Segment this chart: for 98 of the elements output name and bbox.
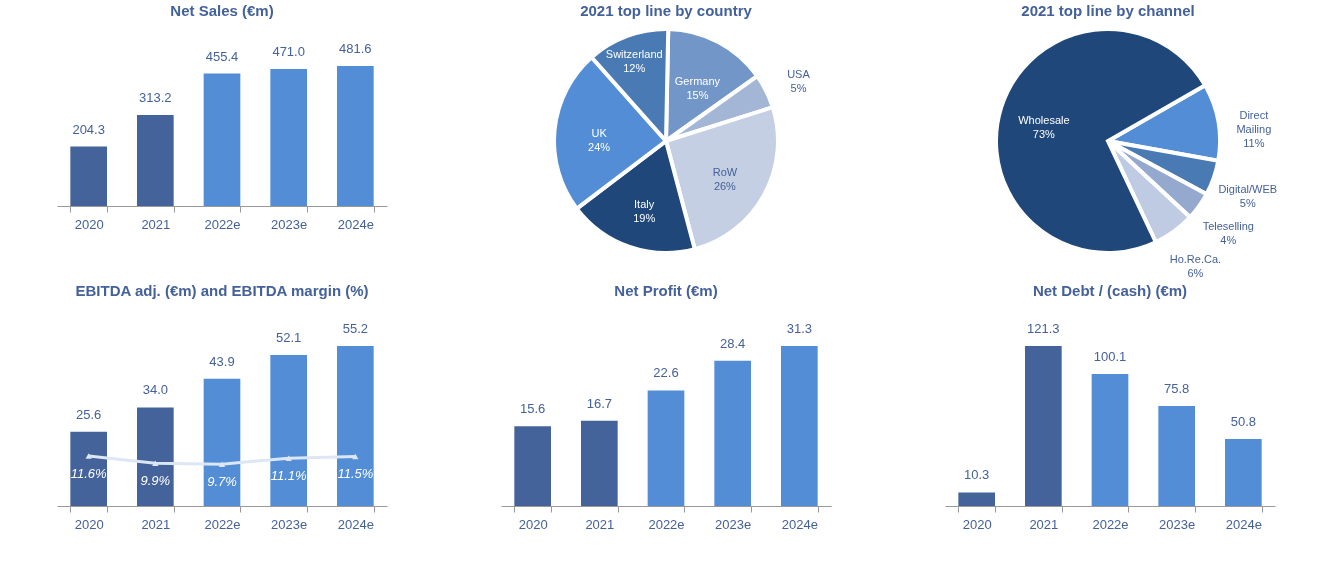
data-label: 16.7 <box>586 395 612 411</box>
x-tick-label: 2022e <box>1092 516 1129 532</box>
point <box>352 453 359 460</box>
data-label: 22.6 <box>653 365 679 381</box>
data-label: 204.3 <box>72 121 105 137</box>
bar <box>137 114 174 206</box>
slice-label: Germany <box>674 74 721 87</box>
data-label: 471.0 <box>272 44 305 60</box>
chart-title: Net Debt / (cash) (€m) <box>1032 282 1188 299</box>
data-label: 9.9% <box>140 473 171 489</box>
bar <box>70 431 107 506</box>
x-tick-label: 2022e <box>648 516 685 532</box>
chart-title: Net Profit (€m) <box>614 282 718 299</box>
data-label: 100.1 <box>1093 348 1127 364</box>
slice-label: USA <box>787 68 811 81</box>
data-label: 43.9 <box>209 353 235 369</box>
bar <box>270 354 307 506</box>
chart-title: 2021 top line by channel <box>1020 2 1195 19</box>
x-tick-label: 2022e <box>204 216 241 232</box>
data-label: 11.5% <box>337 466 374 482</box>
x-tick-label: 2021 <box>1029 516 1059 532</box>
bar <box>270 69 307 206</box>
x-tick-label: 2024e <box>781 516 818 532</box>
bar <box>337 66 374 206</box>
data-label: 5% <box>1239 196 1256 209</box>
data-label: 26% <box>713 180 737 193</box>
x-tick-label: 2020 <box>518 516 548 532</box>
bar <box>958 492 995 506</box>
bar <box>781 346 818 506</box>
bar <box>1158 406 1195 506</box>
x-tick-label: 2024e <box>337 216 374 232</box>
slice-label: Wholesale <box>1017 113 1070 126</box>
bar <box>1091 373 1129 506</box>
slice-label: Teleselling <box>1202 220 1254 233</box>
data-label: 52.1 <box>276 329 302 345</box>
data-label: 11.6% <box>70 466 107 481</box>
data-label: 11.1% <box>270 468 307 484</box>
x-tick-label: 2023e <box>271 516 308 532</box>
x-tick-label: 2023e <box>715 516 752 532</box>
bar <box>1225 438 1262 506</box>
data-label: 10.3 <box>964 467 990 483</box>
x-tick-label: 2020 <box>74 516 104 532</box>
slice-label: UK <box>591 127 608 140</box>
x-tick-label: 2021 <box>585 516 615 532</box>
x-tick-label: 2023e <box>1159 516 1196 532</box>
slice-label: Italy <box>634 197 655 210</box>
x-tick-label: 2020 <box>962 516 992 532</box>
slice-label: Digital/WEB <box>1217 182 1277 195</box>
bar <box>647 390 685 506</box>
data-label: 19% <box>633 211 656 224</box>
slice-label: Switzerland <box>605 47 663 60</box>
data-label: 24% <box>588 141 611 154</box>
data-label: 5% <box>790 82 807 95</box>
chart-title: EBITDA adj. (€m) and EBITDA margin (%) <box>75 282 369 299</box>
data-label: 4% <box>1219 234 1236 247</box>
point <box>85 453 92 459</box>
bar <box>1025 346 1062 506</box>
data-label: 11% <box>1242 136 1265 149</box>
data-label: 73% <box>1032 127 1055 140</box>
point <box>285 455 292 461</box>
data-label: 6% <box>1186 267 1204 280</box>
bar <box>714 360 751 506</box>
data-label: 455.4 <box>205 48 239 64</box>
data-label: 481.6 <box>339 41 372 56</box>
x-tick-label: 2023e <box>271 216 308 232</box>
data-label: 15% <box>686 88 709 101</box>
x-tick-label: 2024e <box>1225 516 1262 532</box>
data-label: 12% <box>623 61 646 74</box>
data-label: 55.2 <box>342 321 368 336</box>
slice-label: RoW <box>712 166 738 179</box>
data-label: 50.8 <box>1230 413 1256 429</box>
bar <box>514 426 551 506</box>
slice-label: Direct Mailing <box>1235 108 1271 135</box>
slice-label: Ho.Re.Ca. <box>1169 253 1221 266</box>
bar <box>203 378 241 506</box>
chart-title: 2021 top line by country <box>580 2 753 19</box>
bar <box>70 146 107 206</box>
x-tick-label: 2020 <box>74 216 104 232</box>
data-label: 34.0 <box>142 382 168 398</box>
data-label: 28.4 <box>720 335 746 351</box>
bar <box>581 420 618 506</box>
data-label: 75.8 <box>1164 381 1190 397</box>
point <box>218 461 226 467</box>
bar <box>337 346 374 506</box>
data-label: 25.6 <box>76 406 102 422</box>
point <box>152 460 159 467</box>
x-tick-label: 2024e <box>337 516 374 532</box>
data-label: 31.3 <box>786 321 812 336</box>
data-label: 9.7% <box>207 474 237 490</box>
bar <box>203 73 241 206</box>
data-label: 15.6 <box>520 401 546 417</box>
data-label: 121.3 <box>1027 321 1060 336</box>
x-tick-label: 2021 <box>141 516 171 532</box>
x-tick-label: 2021 <box>141 216 171 232</box>
bar <box>137 407 174 506</box>
data-label: 313.2 <box>139 89 172 105</box>
chart-title: Net Sales (€m) <box>170 2 274 19</box>
x-tick-label: 2022e <box>204 516 241 532</box>
